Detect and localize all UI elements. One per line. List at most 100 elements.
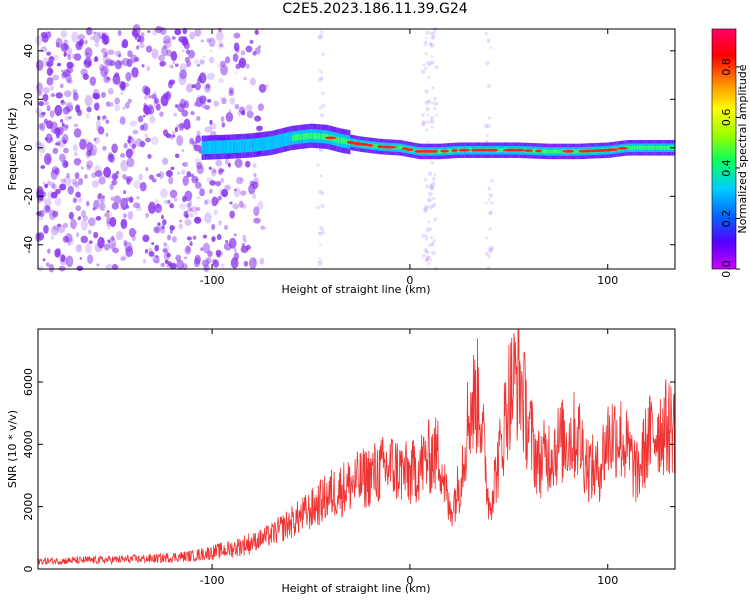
- spectrogram-faint-point: [489, 250, 492, 254]
- spectrogram-noise-point: [74, 53, 82, 61]
- spectrogram-y-tick-label: 0: [22, 144, 35, 151]
- spectrogram-noise-point: [145, 212, 149, 218]
- spectrogram-noise-point: [246, 110, 254, 119]
- spectrogram-noise-point: [163, 251, 170, 261]
- spectrogram-noise-point: [65, 255, 74, 268]
- spectrogram-noise-point: [86, 160, 94, 169]
- spectrogram-noise-point: [102, 52, 108, 59]
- spectrogram-noise-point: [107, 153, 114, 162]
- colorbar-label: Normalized spectral amplitude: [736, 64, 749, 233]
- spectrogram-noise-point: [184, 245, 192, 255]
- spectrogram-faint-point: [318, 68, 322, 72]
- spectrogram-band-inner: [573, 149, 576, 154]
- spectrogram-faint-point: [320, 70, 324, 74]
- spectrogram-noise-point: [142, 258, 147, 264]
- spectrogram-noise-point: [192, 235, 197, 240]
- spectrogram-faint-point: [487, 116, 491, 120]
- spectrogram-faint-point: [321, 230, 326, 235]
- spectrogram-noise-point: [63, 39, 68, 46]
- spectrogram-faint-point: [483, 123, 489, 129]
- spectrogram-noise-point: [139, 42, 145, 49]
- spectrogram-noise-point: [157, 222, 161, 226]
- spectrogram-noise-point: [142, 114, 146, 118]
- spectrogram-noise-point: [185, 214, 189, 219]
- spectrogram-noise-point: [64, 90, 72, 98]
- spectrogram-band-mid: [252, 138, 254, 152]
- spectrogram-faint-point: [488, 193, 494, 198]
- spectrogram-noise-point: [243, 238, 247, 243]
- spectrogram-noise-point: [138, 35, 145, 43]
- spectrogram-noise-point: [144, 133, 148, 137]
- spectrogram-band-inner: [313, 132, 316, 139]
- spectrogram-noise-point: [67, 54, 72, 61]
- spectrogram-band-mid: [222, 140, 224, 154]
- spectrogram-noise-point: [75, 191, 81, 198]
- spectrogram-band-inner: [632, 145, 634, 150]
- spectrogram-noise-point: [63, 176, 72, 186]
- spectrogram-x-tick-label: 0: [406, 274, 413, 287]
- spectrogram-noise-point: [133, 202, 141, 209]
- spectrogram-y-tick-label: 20: [22, 92, 35, 106]
- spectrogram-faint-point: [424, 100, 430, 106]
- spectrogram-faint-point: [426, 140, 430, 144]
- spectrogram-noise-point: [139, 181, 147, 192]
- spectrogram-noise-point: [196, 130, 201, 137]
- spectrogram-band-mid: [269, 136, 272, 150]
- spectrogram-noise-point: [94, 102, 100, 111]
- spectrogram-noise-point: [155, 259, 159, 263]
- spectrogram-peak-point: [524, 149, 533, 153]
- spectrogram-noise-point: [229, 97, 236, 105]
- spectrogram-band-inner: [658, 145, 661, 150]
- spectrogram-noise-point: [181, 109, 189, 117]
- spectrogram-noise-point: [44, 101, 49, 106]
- spectrogram-noise-point: [233, 233, 237, 237]
- spectrogram-faint-point: [422, 64, 426, 67]
- spectrogram-noise-point: [45, 205, 51, 212]
- snr-y-ticks: 0 2000 4000 6000: [22, 368, 675, 573]
- spectrogram-faint-point: [433, 107, 437, 111]
- spectrogram-band-mid: [220, 140, 223, 154]
- spectrogram-faint-point: [429, 183, 433, 187]
- spectrogram-faint-point: [427, 171, 433, 176]
- spectrogram-noise-point: [114, 72, 120, 78]
- spectrogram-noise-point: [42, 181, 46, 185]
- snr-y-axis-label: SNR (10 * v/v): [6, 410, 19, 488]
- spectrogram-noise-point: [60, 30, 68, 39]
- spectrogram-noise-point: [63, 147, 69, 154]
- spectrogram-noise-point: [234, 188, 237, 192]
- spectrogram-noise-point: [143, 105, 148, 112]
- spectrogram-noise-point: [201, 259, 210, 267]
- spectrogram-noise-point: [172, 61, 175, 65]
- spectrogram-band-inner: [437, 149, 440, 154]
- spectrogram-noise-point: [144, 248, 149, 254]
- spectrogram-band-inner: [628, 145, 631, 150]
- spectrogram-noise-point: [225, 112, 234, 123]
- spectrogram-faint-point: [433, 217, 438, 222]
- spectrogram-noise-point: [93, 199, 100, 210]
- spectrogram-noise-point: [259, 257, 265, 265]
- spectrogram-noise-point: [217, 64, 222, 68]
- spectrogram-noise-point: [123, 213, 127, 219]
- spectrogram-peak-point: [367, 143, 374, 147]
- spectrogram-noise-point: [188, 212, 194, 218]
- spectrogram-noise-point: [148, 94, 152, 99]
- spectrogram-ridge-band: [201, 123, 675, 160]
- spectrogram-noise-point: [74, 172, 80, 180]
- spectrogram-noise-point: [210, 167, 217, 177]
- spectrogram-noise-point: [58, 153, 66, 162]
- spectrogram-band-mid: [242, 139, 245, 153]
- spectrogram-noise-point: [125, 148, 133, 159]
- spectrogram-faint-point: [433, 101, 439, 106]
- spectrogram-noise-point: [172, 134, 176, 138]
- spectrogram-noise-point: [245, 244, 251, 251]
- spectrogram-peak-point: [383, 145, 398, 149]
- spectrogram-noise-point: [164, 259, 169, 264]
- spectrogram-noise-point: [68, 116, 72, 120]
- spectrogram-noise-point: [72, 92, 79, 101]
- spectrogram-noise-point: [254, 115, 262, 122]
- spectrogram-noise-point: [93, 31, 96, 35]
- spectrogram-noise-point: [103, 39, 109, 45]
- spectrogram-noise-point: [52, 74, 60, 81]
- spectrogram-noise-point: [179, 203, 187, 210]
- spectrogram-noise-point: [128, 136, 132, 140]
